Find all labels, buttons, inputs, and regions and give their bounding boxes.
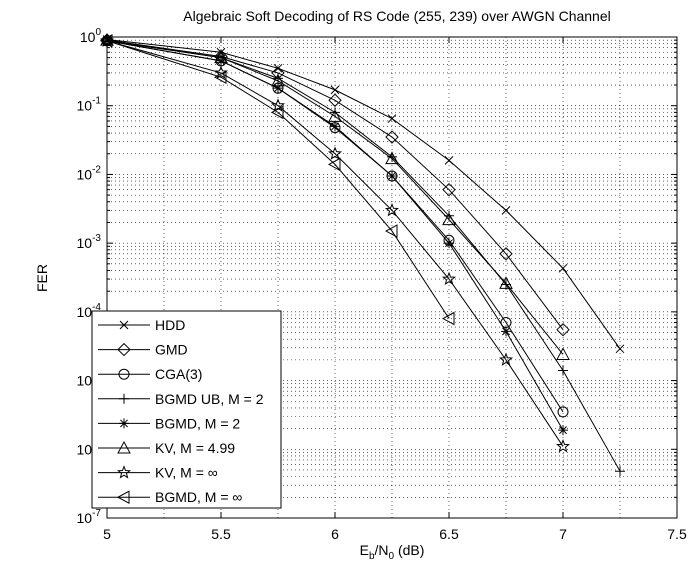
data-point-marker [498, 352, 514, 366]
legend-label: HDD [155, 317, 185, 333]
data-point-marker [330, 107, 340, 118]
data-point-marker [501, 206, 511, 215]
data-point-marker [387, 170, 397, 181]
y-tick-label: 100 [80, 27, 102, 45]
data-point-marker [442, 212, 456, 226]
data-point-marker [328, 93, 342, 107]
legend-label: BGMD UB, M = 2 [155, 391, 264, 407]
data-point-marker [271, 73, 285, 87]
x-tick-labels: 5 5.5 6 6.5 7 7.5 [103, 526, 687, 542]
data-point-marker [499, 276, 513, 289]
y-tick-label: 10-3 [77, 233, 102, 251]
data-point-marker [328, 109, 342, 122]
y-tick-label: 10-4 [77, 302, 102, 320]
data-point-marker [330, 121, 340, 132]
chart-title: Algebraic Soft Decoding of RS Code (255,… [183, 8, 611, 24]
data-point-marker [327, 146, 343, 160]
data-point-marker [270, 98, 286, 112]
data-point-marker [387, 114, 397, 123]
plot-frame [106, 36, 678, 519]
data-point-marker [385, 151, 399, 165]
data-point-marker [441, 271, 457, 286]
legend-label: KV, M = ∞ [155, 465, 218, 481]
x-tick-label: 7.5 [667, 526, 687, 542]
x-axis-label: Eb/N0 (dB) [360, 542, 425, 562]
x-tick-label: 6 [331, 526, 339, 542]
x-tick-label: 6.5 [439, 526, 459, 542]
series-line [106, 40, 450, 319]
data-point-marker [270, 105, 284, 120]
legend-marker [119, 418, 129, 429]
data-point-marker [444, 156, 454, 165]
legend-marker [119, 393, 129, 404]
y-tick-label: 10-2 [77, 164, 102, 182]
legend-label: CGA(3) [155, 366, 202, 382]
legend-label: BGMD, M = 2 [155, 415, 240, 431]
series-markers [99, 33, 625, 477]
data-point-marker [444, 210, 454, 221]
data-point-marker [556, 322, 570, 337]
data-point-marker [384, 224, 398, 238]
legend-marker [116, 490, 130, 505]
data-point-marker [384, 202, 400, 217]
data-point-marker [556, 347, 570, 360]
legend-label: GMD [155, 342, 188, 358]
legend: HDD GMD CGA(3) BGMD UB, M = 2 BGMD, M = 2 KV,… [91, 310, 282, 509]
data-point-marker [558, 425, 568, 436]
legend-label: KV, M = 4.99 [155, 440, 235, 456]
data-point-marker [615, 344, 625, 354]
series-line [106, 40, 564, 431]
data-point-marker [441, 311, 455, 326]
series-line [106, 39, 564, 355]
y-axis-label: FER [34, 264, 50, 292]
data-point-marker [442, 182, 456, 197]
legend-marker [116, 465, 132, 479]
data-point-marker [327, 157, 341, 172]
data-point-marker [216, 55, 226, 66]
data-point-marker [444, 238, 454, 249]
data-point-marker [213, 70, 227, 85]
data-point-marker [558, 365, 568, 376]
data-point-marker [213, 65, 229, 79]
data-point-marker [499, 247, 513, 261]
data-point-marker [273, 63, 283, 73]
legend-marker [118, 368, 130, 380]
data-point-marker [385, 130, 399, 144]
data-point-marker [501, 326, 511, 337]
legend-label: BGMD, M = ∞ [155, 489, 242, 505]
legend-marker [119, 320, 129, 330]
series-line [106, 39, 564, 331]
data-point-marker [214, 50, 228, 64]
data-point-marker [615, 466, 625, 477]
y-tick-label: 10-7 [77, 508, 102, 526]
data-point-marker [557, 406, 569, 418]
x-tick-label: 5.5 [211, 526, 231, 542]
legend-marker [117, 440, 131, 454]
y-tick-label: 10-1 [77, 96, 102, 114]
data-point-marker [555, 439, 571, 453]
x-tick-label: 5 [103, 526, 111, 542]
data-point-marker [330, 85, 340, 95]
data-point-marker [558, 263, 568, 273]
x-tick-label: 7 [559, 526, 567, 542]
data-point-marker [273, 83, 283, 94]
series-line [106, 40, 564, 447]
legend-marker [117, 342, 131, 357]
